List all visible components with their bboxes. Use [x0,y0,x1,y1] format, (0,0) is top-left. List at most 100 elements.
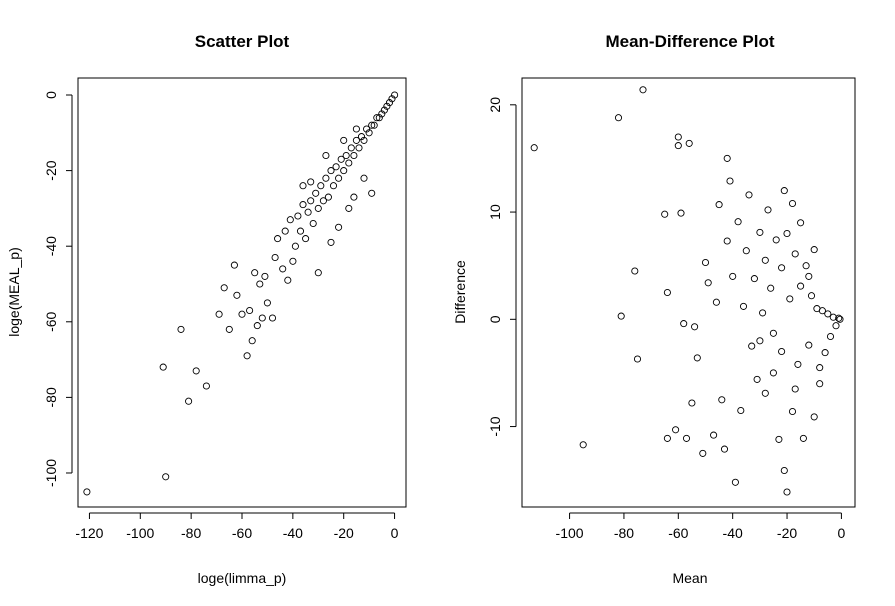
mean-difference-plot-point [680,320,688,328]
mean-difference-plot-point [832,322,840,330]
scatter-plot-point [286,216,294,224]
mean-difference-plot-point [764,206,772,214]
scatter-plot-x-tick-label: -100 [126,525,154,541]
mean-difference-plot-point [821,349,829,357]
mean-difference-plot-point [788,407,797,416]
scatter-plot-point [192,367,200,375]
scatter-plot-point [243,352,251,360]
mean-difference-plot-point [734,218,742,226]
mean-difference-plot-point [778,264,786,272]
scatter-plot-y-tick-label: -80 [43,387,59,407]
mean-difference-plot-panel: Mean-Difference Plot -100 -80 -60 -40 -20 0 -… [452,32,856,586]
scatter-plot-x-tick-label: -80 [181,525,201,541]
scatter-plot-point [294,212,302,220]
scatter-plot-y-tick-label: -100 [43,459,59,487]
scatter-plot-point [324,193,332,201]
scatter-plot-point [299,201,307,209]
scatter-plot-point [271,253,279,262]
mean-difference-plot-point [769,369,777,377]
scatter-plot-point [162,473,170,481]
mean-difference-plot-point [672,426,680,434]
mean-difference-plot-point [731,478,739,486]
scatter-plot-point [350,193,358,201]
scatter-plot-point [391,91,399,99]
mean-difference-plot-point [739,302,748,310]
scatter-plot-point [261,272,269,280]
scatter-plot-point [246,306,254,315]
scatter-plot-frame [77,77,407,508]
mean-difference-plot-point [699,449,707,457]
scatter-plot-point [360,136,368,144]
mean-difference-plot-point [750,275,758,283]
scatter-plot-point [279,265,287,273]
mean-difference-plot-point [805,341,813,349]
scatter-plot-x-label: loge(limma_p) [198,570,287,586]
mean-difference-plot-point [756,228,764,236]
mean-difference-plot-point [530,144,538,152]
scatter-plot-point [304,208,312,216]
mean-difference-plot-x-label: Mean [672,570,707,586]
mean-difference-plot-point [742,247,750,255]
mean-difference-plot-point [802,262,810,270]
scatter-plot-point [159,363,167,371]
mean-difference-plot-point [617,312,625,320]
mean-difference-plot-point [729,272,737,280]
mean-difference-plot-point [816,364,824,372]
scatter-plot-point [332,163,340,171]
mean-difference-plot-y-label: Difference [452,260,468,324]
scatter-plot-point [225,325,233,333]
mean-difference-plot-point [835,314,843,322]
mean-difference-plot-point [718,396,726,404]
scatter-plot-point [317,182,325,190]
scatter-plot-point [322,174,330,182]
mean-difference-plot-point [633,355,642,363]
mean-difference-plot-points [530,86,844,496]
mean-difference-plot-x-tick-label: -100 [556,525,584,541]
scatter-plot-point [383,102,391,110]
scatter-plot-point [365,129,373,137]
scatter-plot-point [370,121,378,129]
scatter-plot-point [345,159,353,167]
scatter-plot-point [299,182,307,190]
mean-difference-plot-point [816,380,824,388]
mean-difference-plot-point [775,435,783,443]
scatter-plot-panel: Scatter Plot -120 -100 -80 -60 -40 -20 0 -100-… [6,32,407,586]
scatter-plot-point [314,269,322,277]
mean-difference-plot-frame [521,77,856,508]
mean-difference-plot-point [794,360,802,368]
mean-difference-plot-point [677,209,685,217]
scatter-plot-y-tick-label: 0 [43,91,59,99]
mean-difference-plot-point [639,86,647,94]
mean-difference-plot-y-tick-label: 20 [487,97,503,113]
scatter-plot-point [230,261,238,269]
mean-difference-plot-point [756,337,764,345]
scatter-plot-point [342,151,350,160]
scatter-plot-point [319,197,327,205]
scatter-plot-point [238,310,246,318]
mean-difference-plot-point [797,219,805,227]
scatter-plot-point [352,125,360,133]
mean-difference-plot-point [674,142,682,150]
scatter-plot-point [185,397,193,405]
scatter-plot-point [309,219,317,228]
mean-difference-plot-point [778,347,786,356]
scatter-plot-point [340,167,348,175]
scatter-plot-x-tick-label: -20 [334,525,354,541]
mean-difference-plot-x-axis: -100 -80 -60 -40 -20 0 [556,512,846,541]
mean-difference-plot-point [759,309,767,317]
mean-difference-plot-point [829,313,837,321]
scatter-plot-point [220,284,228,292]
scatter-plot-point [375,114,383,122]
scatter-plot-point [263,299,271,307]
scatter-plot-point [296,227,305,235]
mean-difference-plot-point [761,389,769,397]
mean-difference-plot-point [663,434,671,442]
mean-difference-plot-point [807,292,816,300]
scatter-plot-y-label: loge(MEAL_p) [6,247,22,337]
mean-difference-plot-point [791,250,799,258]
scatter-plot-point [335,174,343,182]
mean-difference-plot-point [704,279,712,287]
scatter-plot-point [281,227,289,235]
scatter-plot-point [368,121,376,129]
scatter-plot-point [335,223,343,231]
